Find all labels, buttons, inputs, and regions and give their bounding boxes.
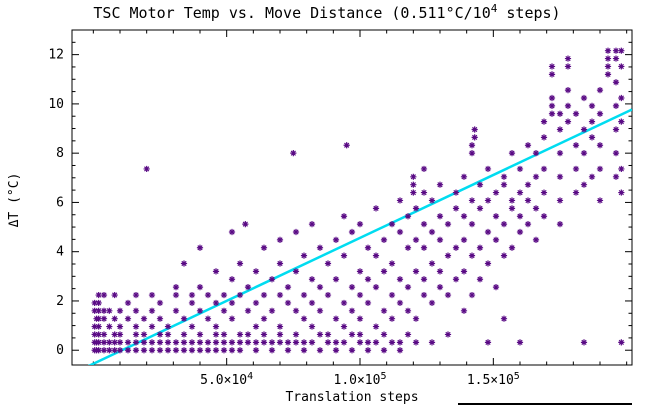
y-tick-label: 2	[56, 294, 64, 309]
chart-title: TSC Motor Temp vs. Move Distance (0.511°…	[93, 2, 560, 22]
y-tick-label: 12	[48, 48, 64, 63]
axis-ticks	[72, 29, 632, 365]
x-tick-label: 1.5×105	[467, 371, 520, 388]
y-tick-label: 4	[56, 245, 64, 260]
plot-content: 5.0×104 1.0×105 1.5×105 0 2 4 6 8 10 12	[48, 29, 633, 388]
scatter-points	[91, 47, 625, 354]
y-tick-label: 10	[48, 97, 64, 112]
y-axis-label: ΔT (°C)	[7, 173, 22, 228]
x-tick-label: 5.0×104	[200, 371, 253, 388]
plot-frame	[71, 29, 633, 366]
y-tick-label: 8	[56, 146, 64, 161]
y-tick-label: 0	[56, 343, 64, 358]
y-tick-label: 6	[56, 195, 64, 210]
x-axis-label: Translation steps	[285, 390, 418, 405]
x-tick-label: 1.0×105	[334, 371, 387, 388]
